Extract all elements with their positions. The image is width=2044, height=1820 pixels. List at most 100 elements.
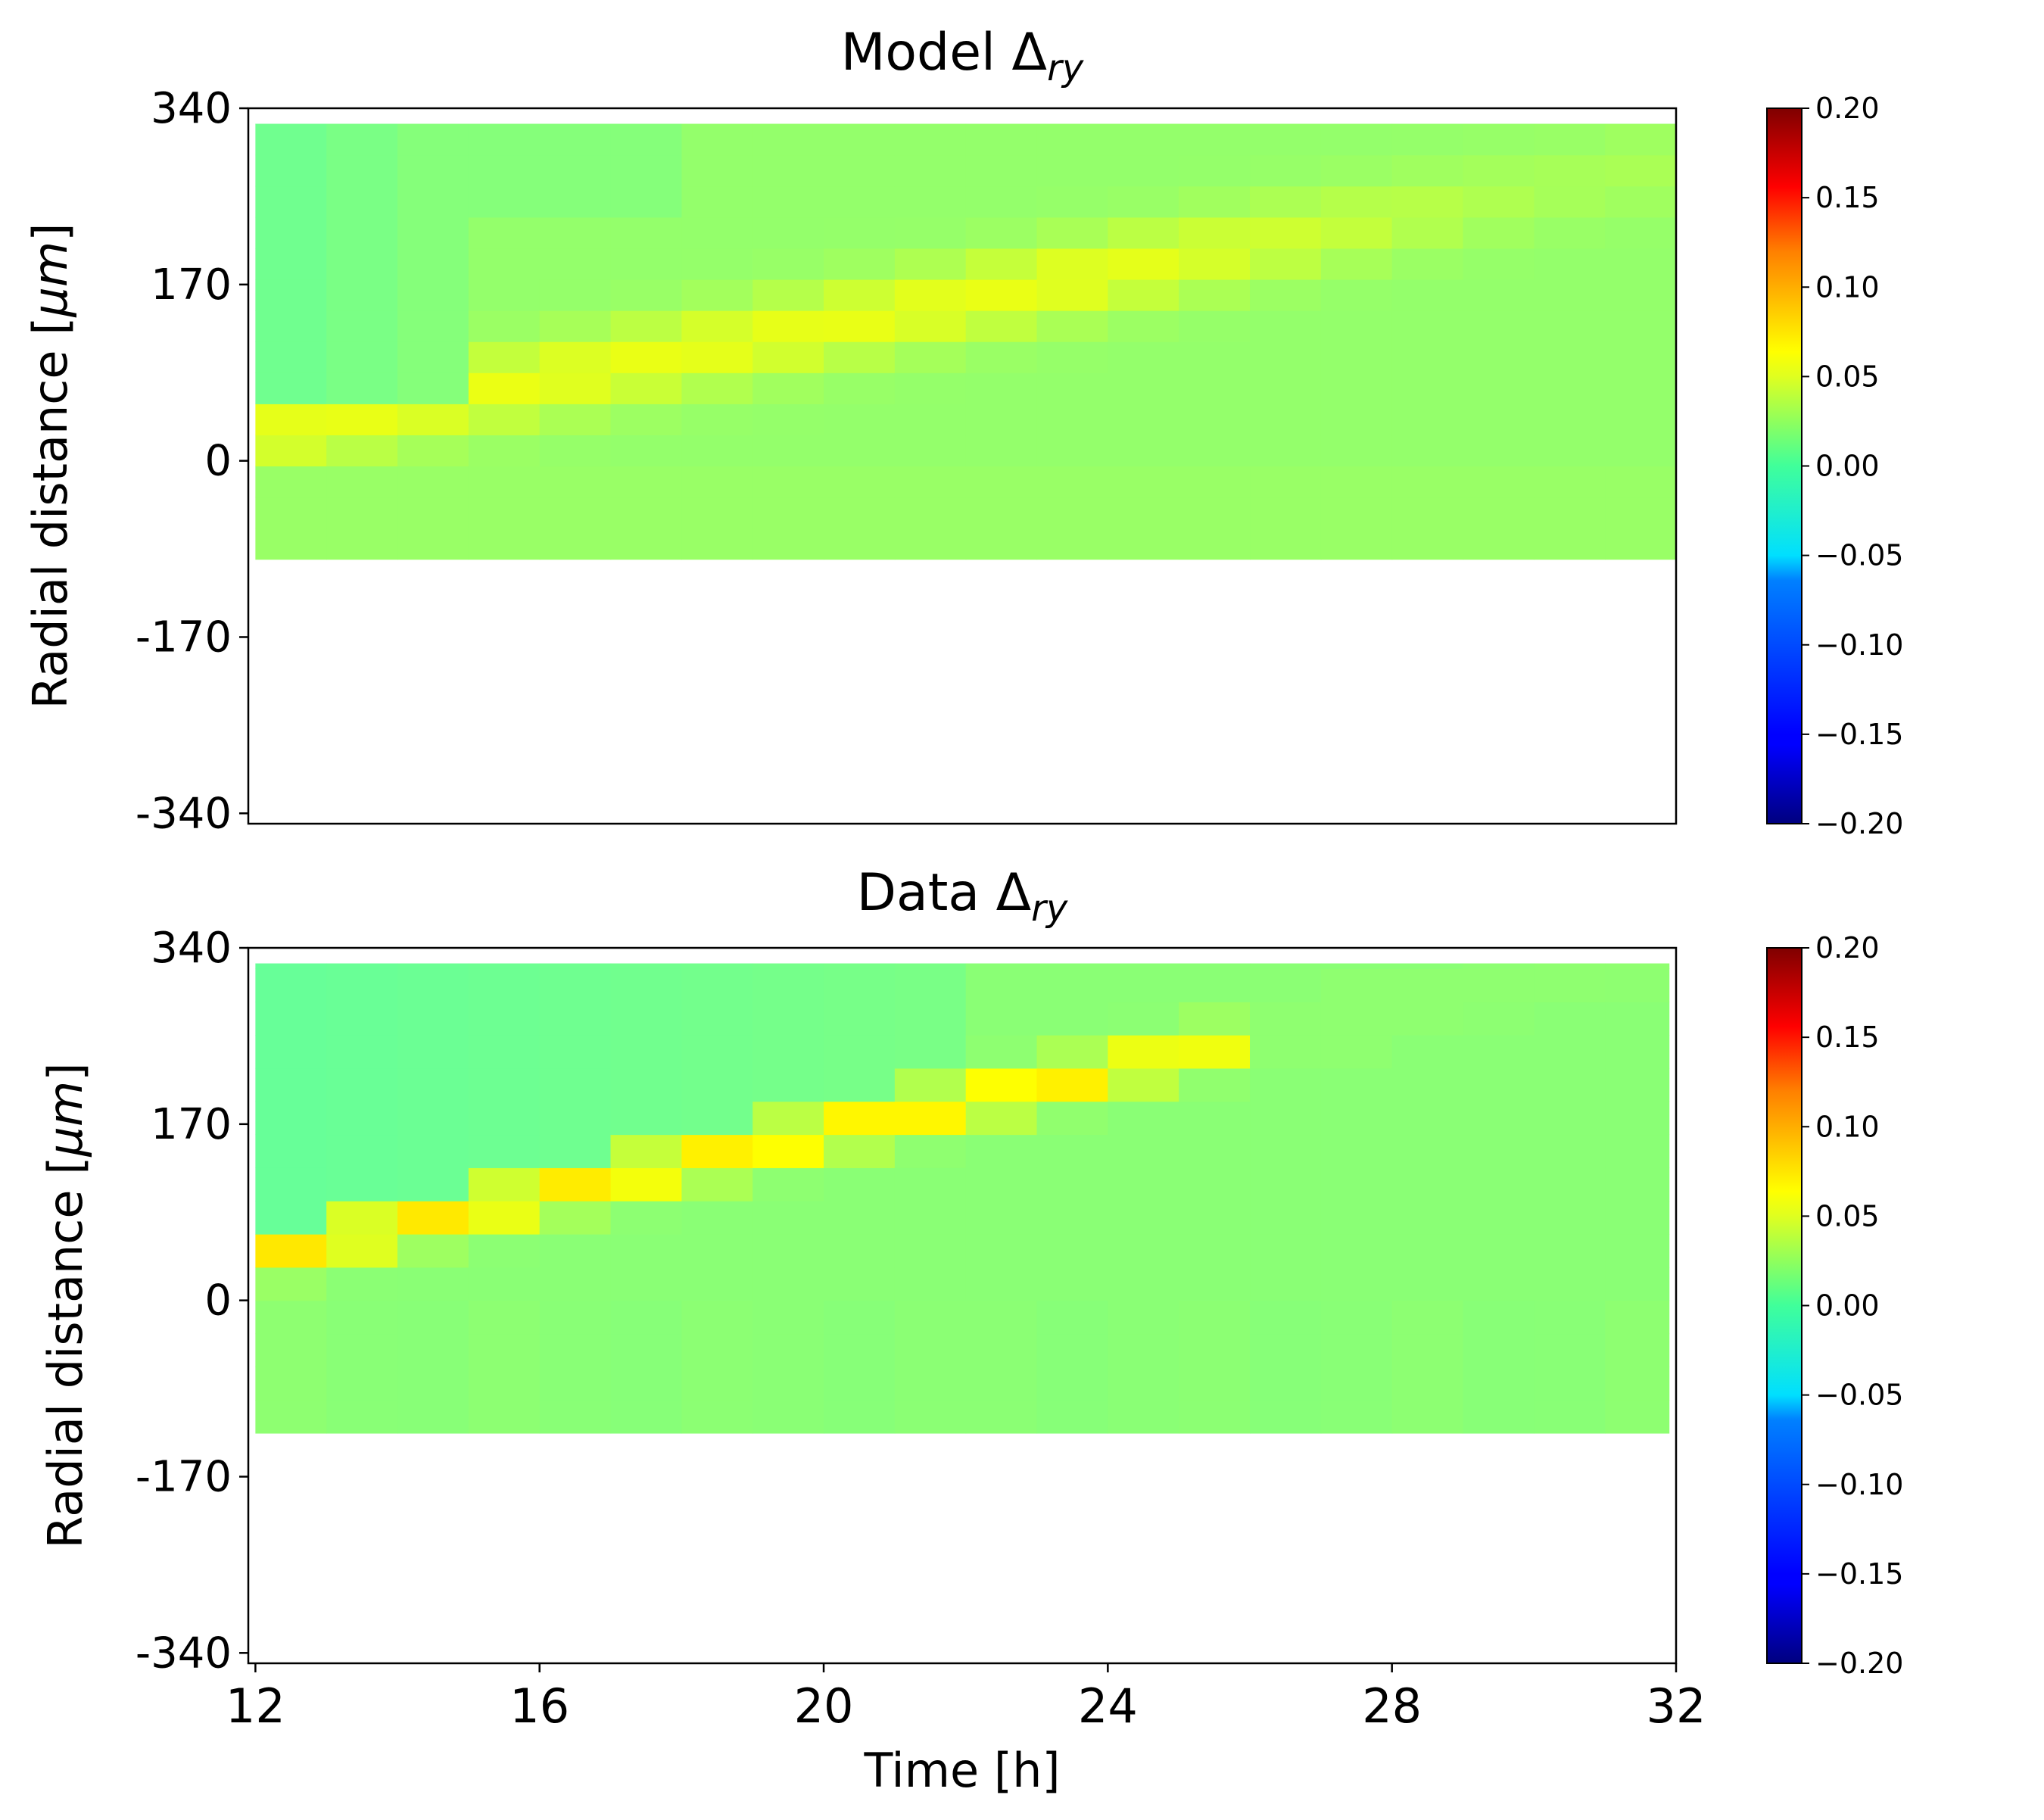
y-tick-label: -170 bbox=[136, 1452, 232, 1501]
heatmap-cell bbox=[468, 435, 541, 467]
heatmap-cell bbox=[1463, 279, 1535, 311]
heatmap-cell bbox=[752, 963, 824, 969]
heatmap-cell bbox=[965, 1067, 1038, 1102]
heatmap-cell bbox=[1605, 1400, 1670, 1434]
heatmap-cell bbox=[1108, 154, 1179, 187]
heatmap-cell bbox=[1320, 1400, 1393, 1434]
heatmap-cell bbox=[681, 372, 753, 404]
heatmap-cell bbox=[326, 1035, 398, 1069]
heatmap-cell bbox=[539, 1400, 612, 1434]
heatmap-cell bbox=[539, 1267, 612, 1301]
heatmap-cell bbox=[1534, 341, 1606, 373]
heatmap-cell bbox=[1320, 1267, 1393, 1301]
heatmap-cell bbox=[1320, 1333, 1393, 1367]
heatmap-cell bbox=[468, 1234, 541, 1268]
y-tick-label: 340 bbox=[151, 84, 232, 133]
colorbar-tick-label: −0.20 bbox=[1815, 1647, 1903, 1680]
y-axis-label-text: Radial distance [ bbox=[23, 317, 78, 709]
colorbar-tick-label: 0.15 bbox=[1815, 1021, 1880, 1054]
y-axis-label-unit: μm bbox=[23, 242, 78, 318]
heatmap-cell bbox=[610, 279, 682, 311]
heatmap-cell bbox=[1250, 123, 1322, 125]
heatmap-cell bbox=[539, 1333, 612, 1367]
heatmap-cell bbox=[397, 248, 469, 280]
heatmap-cell bbox=[1391, 1201, 1464, 1235]
colorbar-tick-label: 0.00 bbox=[1815, 450, 1880, 483]
heatmap-cell bbox=[752, 310, 824, 342]
heatmap-cell bbox=[894, 435, 967, 467]
heatmap-cell bbox=[1534, 1300, 1606, 1335]
heatmap-cell bbox=[965, 154, 1038, 187]
heatmap-cell bbox=[539, 123, 612, 125]
heatmap-cell bbox=[255, 1367, 327, 1401]
chart-title-main: Model Δ bbox=[841, 23, 1047, 83]
heatmap-cell bbox=[1108, 1067, 1179, 1102]
model-panel: 340 170 0 -170 -340 Model Δry Radial distance … bbox=[23, 23, 1903, 840]
heatmap-cell bbox=[1108, 341, 1179, 373]
heatmap-cell bbox=[681, 217, 753, 249]
heatmap-cell bbox=[1605, 1234, 1670, 1268]
heatmap-cell bbox=[1463, 435, 1535, 467]
axes-frame bbox=[247, 107, 1678, 825]
heatmap-cell bbox=[539, 963, 612, 969]
heatmap-cell bbox=[468, 968, 541, 1002]
heatmap-cell bbox=[255, 1300, 327, 1335]
heatmap-cell bbox=[397, 123, 469, 156]
heatmap-cell bbox=[965, 466, 1038, 498]
heatmap-cell bbox=[681, 528, 753, 560]
heatmap-cell bbox=[610, 217, 682, 249]
heatmap-cell bbox=[1605, 1101, 1670, 1136]
heatmap-cell bbox=[326, 963, 398, 969]
heatmap-cell bbox=[326, 1201, 398, 1235]
x-tick-label: 16 bbox=[509, 1678, 569, 1734]
heatmap-cell bbox=[1391, 123, 1464, 156]
heatmap-cell bbox=[255, 1333, 327, 1367]
heatmap-cell bbox=[1463, 1002, 1535, 1036]
heatmap-cell bbox=[397, 341, 469, 373]
heatmap-cell bbox=[1534, 1002, 1606, 1036]
heatmap-cell bbox=[1250, 341, 1322, 373]
heatmap-cell bbox=[1463, 1167, 1535, 1201]
heatmap-cell bbox=[255, 1002, 327, 1036]
heatmap-cell bbox=[894, 279, 967, 311]
heatmap-cell bbox=[894, 1101, 967, 1136]
heatmap-cell bbox=[1250, 185, 1322, 218]
heatmap-cell bbox=[1179, 466, 1251, 498]
heatmap-cell bbox=[1534, 497, 1606, 529]
heatmap-cell bbox=[1179, 1400, 1251, 1434]
heatmap-cell bbox=[255, 1400, 327, 1434]
heatmap-cell bbox=[1391, 1367, 1464, 1401]
heatmap-cell bbox=[965, 1267, 1038, 1301]
heatmap-cell bbox=[397, 1400, 469, 1434]
heatmap-cell bbox=[1534, 1035, 1606, 1069]
heatmap-cell bbox=[539, 248, 612, 280]
heatmap-cell bbox=[894, 310, 967, 342]
colorbar-tick-label: 0.10 bbox=[1815, 270, 1880, 304]
heatmap-cell bbox=[894, 497, 967, 529]
heatmap-cell bbox=[1108, 1267, 1179, 1301]
heatmap-cell bbox=[1108, 466, 1179, 498]
heatmap-cell bbox=[397, 154, 469, 187]
heatmap-cell bbox=[326, 1067, 398, 1102]
heatmap-cell bbox=[1463, 1234, 1535, 1268]
heatmap-cell bbox=[1534, 968, 1606, 1002]
heatmap-cell bbox=[1320, 435, 1393, 467]
heatmap-cell bbox=[1463, 123, 1535, 156]
heatmap-cell bbox=[1534, 1234, 1606, 1268]
heatmap-cell bbox=[1036, 1101, 1108, 1136]
y-axis-label: Radial distance [μm] bbox=[38, 1063, 93, 1549]
heatmap-cell bbox=[681, 1400, 753, 1434]
heatmap-cell bbox=[255, 123, 327, 125]
heatmap-cell bbox=[468, 279, 541, 311]
heatmap-cell bbox=[894, 1367, 967, 1401]
heatmap-cell bbox=[1391, 217, 1464, 249]
heatmap-cell bbox=[255, 310, 327, 342]
heatmap-cell bbox=[1391, 1101, 1464, 1136]
heatmap-cell bbox=[1605, 1201, 1670, 1235]
heatmap-cell bbox=[1320, 1134, 1393, 1168]
heatmap-cell bbox=[824, 1300, 896, 1335]
heatmap-cell bbox=[1463, 310, 1535, 342]
heatmap-cell bbox=[610, 1134, 682, 1168]
heatmap-cell bbox=[326, 1167, 398, 1201]
heatmap-cell bbox=[397, 1300, 469, 1335]
